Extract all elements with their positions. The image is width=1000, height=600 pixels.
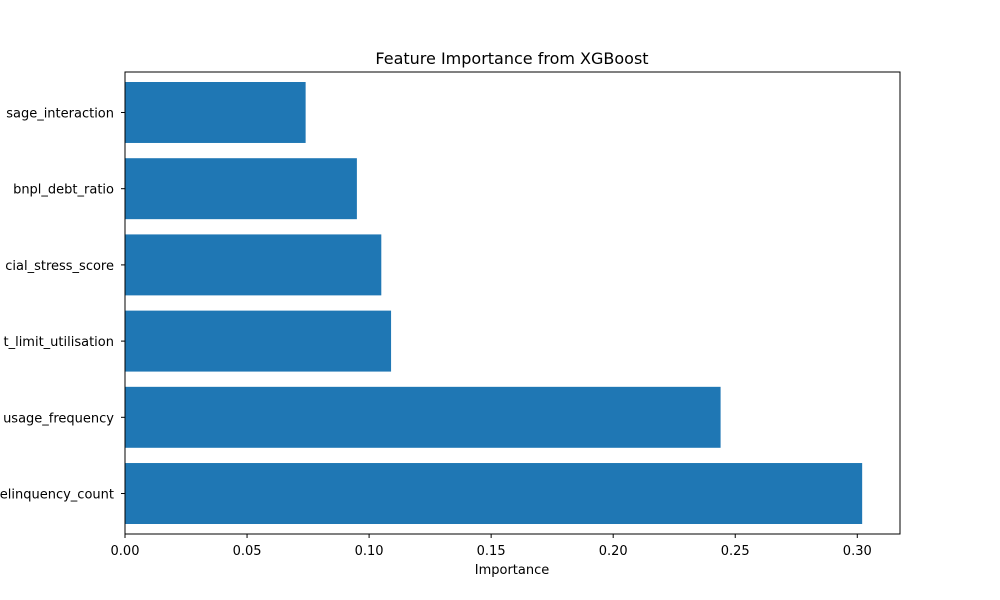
- y-tick-label: usage_frequency: [3, 411, 114, 426]
- x-tick-label: 0.00: [111, 544, 140, 559]
- x-tick-label: 0.20: [599, 544, 628, 559]
- plot-area-frame: [124, 71, 901, 535]
- bar-usage-frequency: [125, 386, 721, 448]
- x-tick-label: 0.10: [355, 544, 384, 559]
- x-tick-label: 0.15: [477, 544, 506, 559]
- chart-title: Feature Importance from XGBoost: [375, 49, 648, 68]
- bar-credit-limit-utilisation: [125, 310, 392, 372]
- y-tick-label: elinquency_count: [0, 488, 114, 503]
- y-tick-label: sage_interaction: [6, 106, 114, 121]
- y-axis: elinquency_count usage_frequency t_limit_u…: [0, 106, 125, 503]
- bar-delinquency-count: [125, 463, 863, 524]
- y-tick-label: cial_stress_score: [5, 259, 114, 274]
- x-tick-label: 0.05: [233, 544, 262, 559]
- bar-financial-stress-score: [125, 234, 382, 296]
- bars-layer: [125, 82, 863, 524]
- x-axis-label: Importance: [475, 563, 550, 578]
- bar-bnpl-debt-ratio: [125, 158, 357, 220]
- x-axis: 0.00 0.05 0.10 0.15 0.20 0.25 0.30: [111, 534, 872, 559]
- x-tick-label: 0.30: [843, 544, 872, 559]
- x-tick-label: 0.25: [721, 544, 750, 559]
- y-tick-label: t_limit_utilisation: [3, 335, 114, 350]
- y-tick-label: bnpl_debt_ratio: [13, 183, 114, 198]
- bar-usage-interaction: [125, 82, 306, 143]
